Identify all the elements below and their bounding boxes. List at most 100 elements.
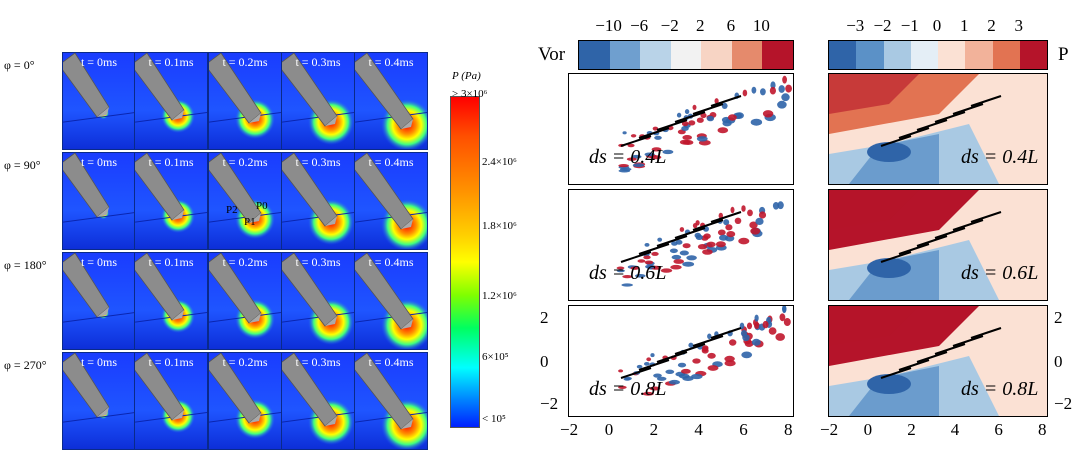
colorbar-tick: −10 — [595, 16, 622, 35]
probe-label: P0 — [256, 200, 268, 212]
pressure-tick-3: 1.2×10⁶ — [482, 290, 517, 302]
time-label: t = 0.3ms — [295, 255, 341, 269]
spacing-label: ds = 0.6L — [589, 262, 667, 284]
vorticity-colorbar — [578, 40, 794, 70]
time-label: t = 0.2ms — [222, 55, 268, 69]
y-axis-tick-label: 2 — [1054, 308, 1063, 327]
pressure-panel: ds = 0.8L — [828, 305, 1048, 417]
y-axis-tick-label: 0 — [1054, 352, 1063, 371]
probe-label: P2 — [226, 204, 238, 216]
time-label: t = 0.1ms — [148, 255, 194, 269]
colorbar-swatch — [829, 41, 858, 69]
time-label: t = 0ms — [80, 55, 118, 69]
x-axis-tick-label: 8 — [784, 420, 793, 439]
phase-angle-label: φ = 90° — [4, 158, 41, 172]
contour-snapshot: t = 0.4ms — [354, 352, 428, 450]
colorbar-swatch — [762, 41, 793, 69]
time-label: t = 0.3ms — [295, 55, 341, 69]
y-axis-tick-label: 2 — [540, 308, 549, 327]
contour-snapshot: t = 0ms — [62, 152, 136, 250]
colorbar-tick: −2 — [660, 16, 679, 35]
colorbar-tick: 0 — [932, 16, 942, 35]
pressure-tick-1: 2.4×10⁶ — [482, 156, 517, 168]
time-label: t = 0.1ms — [148, 155, 194, 169]
colorbar-tick: 10 — [752, 16, 770, 35]
pressure-colorbar-gradient — [450, 96, 480, 428]
spacing-label: ds = 0.8L — [589, 378, 667, 400]
colorbar-tick: 2 — [696, 16, 705, 35]
pressure-tick-4: 6×10⁵ — [482, 351, 509, 363]
colorbar-swatch — [640, 41, 672, 69]
colorbar-swatch — [910, 41, 939, 69]
contour-snapshot: t = 0.3ms — [281, 152, 355, 250]
colorbar-tick: −6 — [630, 16, 649, 35]
spacing-label: ds = 0.4L — [961, 146, 1039, 168]
pressure-tick-0: > 3×10⁶ — [452, 88, 488, 100]
colorbar-tick: −1 — [900, 16, 919, 35]
contour-snapshot: t = 0.2ms — [208, 352, 282, 450]
colorbar-swatch — [670, 41, 703, 69]
x-axis-tick-label: 0 — [863, 420, 873, 439]
x-axis-tick-label: 0 — [604, 420, 614, 439]
x-axis-tick-label: 8 — [1038, 420, 1047, 439]
time-label: t = 0.3ms — [295, 355, 341, 369]
contour-snapshot: t = 0ms — [62, 252, 136, 350]
spacing-label: ds = 0.4L — [589, 146, 667, 168]
colorbar-tick: 3 — [1014, 16, 1024, 35]
contour-snapshot: t = 0.1ms — [134, 252, 208, 350]
time-label: t = 0.2ms — [222, 155, 268, 169]
time-label: t = 0ms — [80, 155, 118, 169]
pressure-colorbar-right-ticks: −3 −2 −1 0 1 2 3 — [828, 16, 1046, 38]
contour-snapshot: t = 0.4ms — [354, 252, 428, 350]
spacing-label: ds = 0.6L — [961, 262, 1039, 284]
time-label: t = 0.2ms — [222, 355, 268, 369]
contour-snapshot: t = 0.3ms — [281, 252, 355, 350]
y-axis-tick-label: 0 — [540, 352, 549, 371]
x-axis-tick-label: 4 — [950, 420, 960, 439]
contour-snapshot: t = 0.4ms — [354, 152, 428, 250]
vorticity-colorbar-label: Vor — [538, 44, 566, 65]
contour-snapshot: t = 0ms — [62, 52, 136, 150]
phase-angle-label: φ = 0° — [4, 58, 35, 72]
pressure-colorbar-title: P (Pa) — [452, 70, 481, 82]
contour-snapshot: t = 0.1ms — [134, 52, 208, 150]
colorbar-swatch — [856, 41, 885, 69]
contour-snapshot: t = 0.3ms — [281, 52, 355, 150]
x-axis-tick-label: 6 — [739, 420, 748, 439]
time-label: t = 0ms — [80, 355, 118, 369]
x-axis-tick-label: −2 — [560, 420, 579, 439]
colorbar-tick: 6 — [726, 16, 736, 35]
time-label: t = 0ms — [80, 255, 118, 269]
time-label: t = 0.4ms — [368, 55, 414, 69]
x-axis-tick-label: 6 — [994, 420, 1003, 439]
contour-snapshot: t = 0.2ms — [208, 152, 282, 250]
time-label: t = 0.4ms — [368, 255, 414, 269]
y-axis-tick-label: −2 — [540, 394, 559, 413]
time-label: t = 0.1ms — [148, 355, 194, 369]
colorbar-swatch — [609, 41, 642, 69]
phase-angle-label: φ = 270° — [4, 358, 47, 372]
colorbar-swatch — [731, 41, 764, 69]
colorbar-swatch — [965, 41, 994, 69]
time-label: t = 0.4ms — [368, 355, 414, 369]
time-label: t = 0.3ms — [295, 155, 341, 169]
pressure-colorbar-label-right: P — [1058, 44, 1069, 65]
vorticity-panel: ds = 0.4L — [568, 73, 794, 185]
contour-snapshot: t = 0.2ms — [208, 252, 282, 350]
colorbar-swatch — [701, 41, 733, 69]
vorticity-panel: ds = 0.8L — [568, 305, 794, 417]
probe-label: P1 — [244, 216, 256, 228]
contour-snapshot: t = 0ms — [62, 352, 136, 450]
pressure-panel: ds = 0.6L — [828, 189, 1048, 301]
colorbar-swatch — [992, 41, 1021, 69]
pressure-panel: ds = 0.4L — [828, 73, 1048, 185]
pressure-tick-2: 1.8×10⁶ — [482, 220, 517, 232]
colorbar-tick: −3 — [846, 16, 865, 35]
contour-snapshot: t = 0.2ms — [208, 52, 282, 150]
pressure-colorbar-right — [828, 40, 1048, 70]
contour-snapshot: t = 0.3ms — [281, 352, 355, 450]
x-axis-tick-label: 2 — [649, 420, 659, 439]
colorbar-swatch — [579, 41, 611, 69]
pressure-tick-5: < 10⁵ — [482, 413, 506, 425]
phase-angle-label: φ = 180° — [4, 258, 47, 272]
